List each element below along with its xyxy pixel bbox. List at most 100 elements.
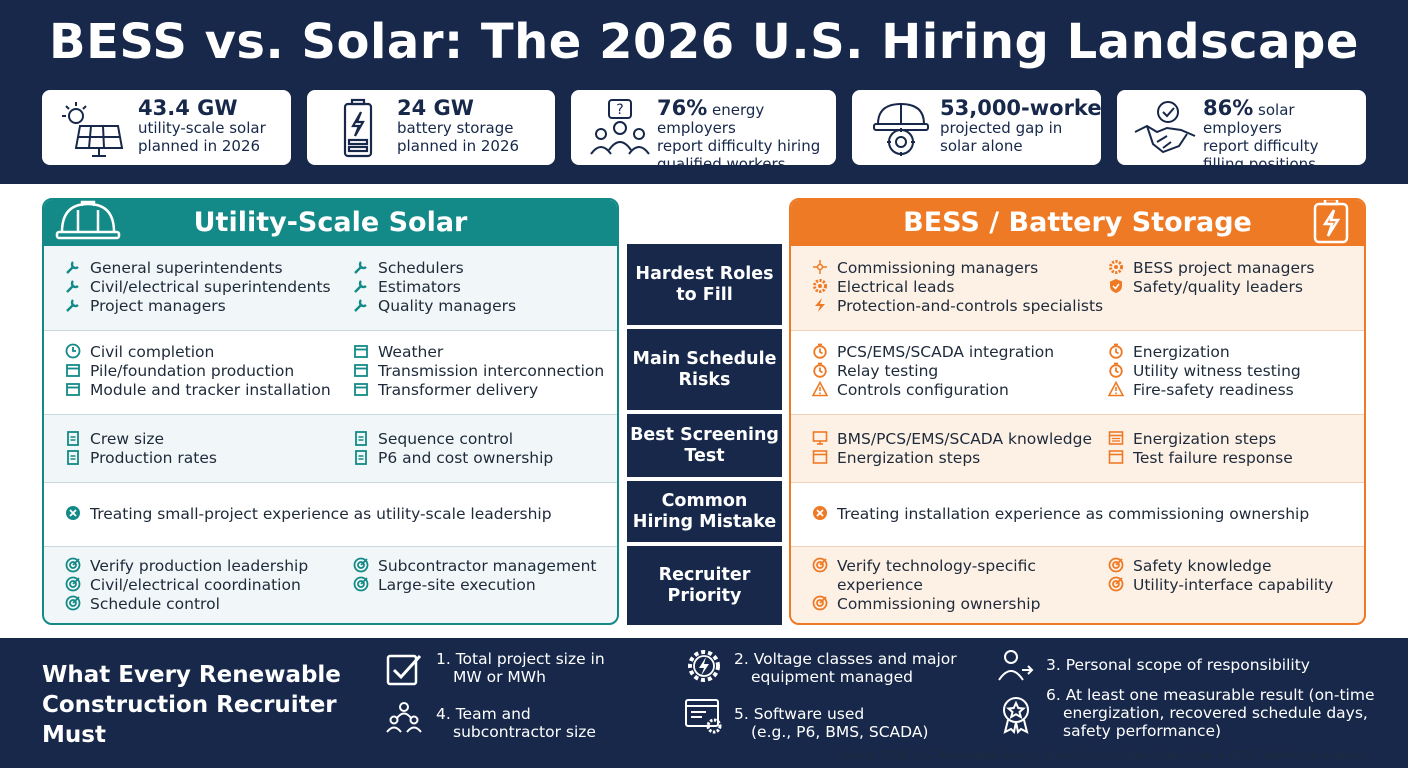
list-item: Safety knowledge xyxy=(1107,557,1272,576)
wrench-icon xyxy=(354,261,367,274)
footer-item-4: 4. Team and subcontractor size xyxy=(436,705,596,741)
footer-item-1: 1. Total project size in MW or MWh xyxy=(436,650,605,686)
list-item: Energization steps xyxy=(811,449,980,468)
stat-card-solar-gw: 43.4 GW utility-scale solar planned in 202… xyxy=(42,90,291,165)
stopwatch-icon xyxy=(1109,343,1123,359)
clock-icon xyxy=(65,343,81,359)
clipboard-icon xyxy=(355,431,367,446)
list-item: Civil/electrical coordination xyxy=(64,576,301,595)
solar-priority-row: Verify production leadership Civil/elect… xyxy=(44,546,617,623)
label-recruiter-priority: Recruiter Priority xyxy=(627,546,782,625)
list-item: Estimators xyxy=(352,278,461,297)
stopwatch-icon xyxy=(813,343,827,359)
stat-card-solar-employers: 86% solar employers report difficulty fill… xyxy=(1117,90,1366,173)
stopwatch-icon xyxy=(1109,362,1123,378)
list-item: Large-site execution xyxy=(352,576,536,595)
list-item: Quality managers xyxy=(352,297,516,316)
calendar-icon xyxy=(354,364,368,377)
battery-bolt-icon xyxy=(1313,200,1349,244)
wrench-icon xyxy=(354,280,367,293)
team-icon xyxy=(386,702,422,733)
target-icon xyxy=(1108,576,1124,592)
target-icon xyxy=(65,576,81,592)
bess-mistake-row: Treating installation experience as comm… xyxy=(791,482,1364,546)
list-item: Project managers xyxy=(64,297,226,316)
solar-panel-title: Utility-Scale Solar xyxy=(193,207,468,238)
list-item: Transmission interconnection xyxy=(352,362,604,381)
list-item: Controls configuration xyxy=(811,381,1009,400)
list-item: Treating small-project experience as uti… xyxy=(64,505,552,524)
lightning-icon xyxy=(815,298,825,312)
list-item: Civil/electrical superintendents xyxy=(64,278,331,297)
x-circle-icon xyxy=(813,506,827,520)
svg-text:?: ? xyxy=(616,102,623,118)
list-item: Production rates xyxy=(64,449,217,468)
list-item: BMS/PCS/EMS/SCADA knowledge xyxy=(811,430,1092,449)
solar-panel: Utility-Scale Solar General superintende… xyxy=(42,198,619,625)
label-schedule-risks: Main Schedule Risks xyxy=(627,329,782,410)
target-icon xyxy=(812,557,828,573)
target-icon xyxy=(353,557,369,573)
monitor-icon xyxy=(812,431,828,445)
stopwatch-icon xyxy=(813,362,827,378)
label-hardest-roles: Hardest Roles to Fill xyxy=(627,244,782,325)
footer-item-2: 2. Voltage classes and major equipment ma… xyxy=(734,650,957,686)
page-title: BESS vs. Solar: The 2026 U.S. Hiring Lan… xyxy=(49,14,1359,70)
bess-panel: BESS / Battery Storage Commissioning man… xyxy=(789,198,1366,625)
label-hiring-mistake: Common Hiring Mistake xyxy=(627,481,782,542)
list-item: Civil completion xyxy=(64,343,214,362)
footer-item-6: 6. At least one measurable result (on-ti… xyxy=(1046,686,1375,740)
solar-roles-row: General superintendents Civil/electrical… xyxy=(44,246,617,330)
shield-icon xyxy=(1110,279,1122,293)
x-circle-icon xyxy=(66,506,80,520)
target-icon xyxy=(812,595,828,611)
browser-window-icon xyxy=(812,450,828,464)
label-screening-test: Best Screening Test xyxy=(627,414,782,477)
calendar-icon xyxy=(66,383,80,396)
stat-card-energy-employers: ? 76% energy employers report difficulty … xyxy=(571,90,836,173)
list-item: Pile/foundation production xyxy=(64,362,294,381)
list-item: Schedule control xyxy=(64,595,220,614)
list-item: Safety/quality leaders xyxy=(1107,278,1303,297)
target-icon xyxy=(1108,557,1124,573)
solar-risks-row: Civil completion Pile/foundation product… xyxy=(44,330,617,414)
footer-title: What Every Renewable Construction Recrui… xyxy=(42,662,341,748)
list-item: Module and tracker installation xyxy=(64,381,331,400)
solar-mistake-row: Treating small-project experience as uti… xyxy=(44,482,617,546)
list-item: Test failure response xyxy=(1107,449,1293,468)
checkbox-icon xyxy=(386,654,422,686)
bess-priority-row: Verify technology-specific experience Co… xyxy=(791,546,1364,623)
list-item: Commissioning ownership xyxy=(811,595,1040,614)
list-item: P6 and cost ownership xyxy=(352,449,553,468)
bess-risks-row: PCS/EMS/SCADA integration Relay testing … xyxy=(791,330,1364,414)
list-item: Utility witness testing xyxy=(1107,362,1301,381)
calendar-icon xyxy=(66,364,80,377)
wrench-icon xyxy=(66,299,79,312)
gear-icon xyxy=(1109,260,1123,274)
target-icon xyxy=(65,595,81,611)
clipboard-icon xyxy=(355,450,367,465)
gear-lightning-icon xyxy=(688,650,720,682)
list-item: Schedulers xyxy=(352,259,464,278)
circuit-icon xyxy=(813,260,827,274)
hard-hat-gear-icon xyxy=(873,102,929,156)
footer-band: What Every Renewable Construction Recrui… xyxy=(0,638,1408,768)
target-icon xyxy=(65,557,81,573)
list-item: Treating installation experience as comm… xyxy=(811,505,1309,524)
list-item: Subcontractor management xyxy=(352,557,597,576)
list-item: Energization xyxy=(1107,343,1230,362)
list-item: Weather xyxy=(352,343,443,362)
browser-window-icon xyxy=(1108,431,1124,445)
footer-item-5: 5. Software used (e.g., P6, BMS, SCADA) xyxy=(734,705,929,741)
hard-hat-icon xyxy=(55,200,121,240)
list-item: Electrical leads xyxy=(811,278,954,297)
header-band: BESS vs. Solar: The 2026 U.S. Hiring Lan… xyxy=(0,0,1408,184)
calendar-icon xyxy=(354,345,368,358)
solar-panel-sun-icon xyxy=(62,102,124,157)
stat-card-worker-gap: 53,000-worker projected gap in solar alone xyxy=(852,90,1112,165)
wrench-icon xyxy=(66,261,79,274)
software-window-gear-icon xyxy=(685,699,722,734)
source-note: Source: 2026 U.S. Renewable Energy Hirin… xyxy=(835,749,1366,762)
list-item: PCS/EMS/SCADA integration xyxy=(811,343,1054,362)
solar-screening-row: Crew size Production rates Sequence cont… xyxy=(44,414,617,482)
